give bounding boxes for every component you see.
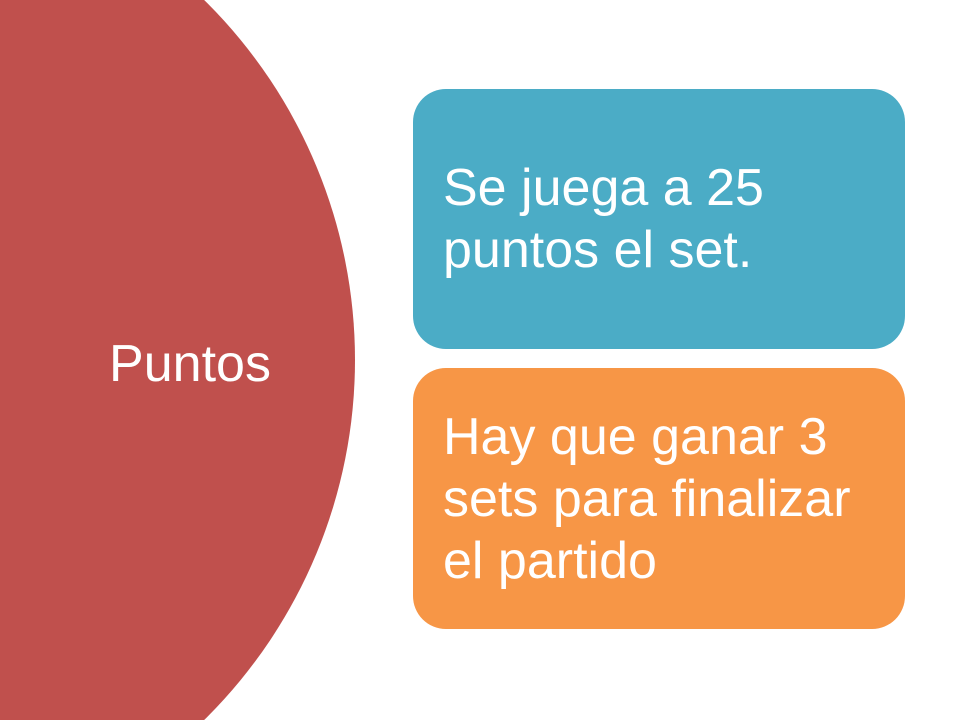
item-box-set-points: Se juega a 25 puntos el set. — [413, 89, 905, 349]
category-circle-label: Puntos — [109, 335, 271, 393]
item-box-sets-to-win: Hay que ganar 3 sets para finalizar el p… — [413, 368, 905, 629]
item-text-sets-to-win: Hay que ganar 3 sets para finalizar el p… — [443, 407, 851, 590]
item-text-set-points: Se juega a 25 puntos el set. — [443, 159, 764, 279]
